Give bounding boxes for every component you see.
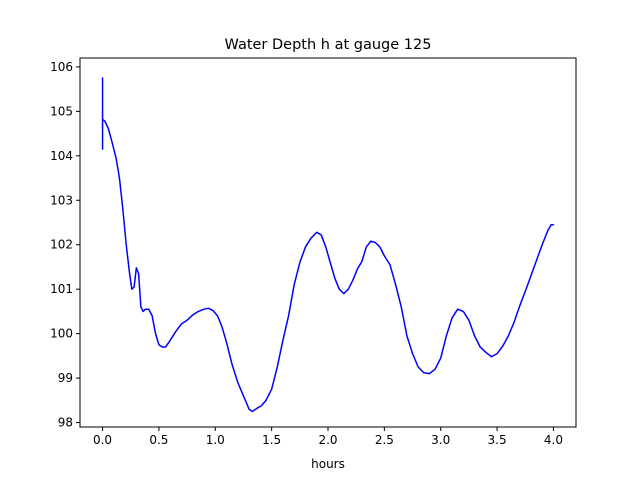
x-tick-label: 4.0 (544, 433, 563, 447)
x-tick-label: 1.0 (206, 433, 225, 447)
x-tick-label: 0.5 (149, 433, 168, 447)
x-axis-label: hours (311, 457, 345, 471)
y-tick-label: 104 (50, 149, 73, 163)
plot-area (80, 58, 576, 427)
axes-layer: 0.0 0.5 1.0 1.5 2.0 2.5 3.0 3.5 4.0 98 99 100 101 102… (50, 57, 577, 447)
x-tick-label: 2.0 (318, 433, 337, 447)
y-tick-label: 103 (50, 193, 73, 207)
series-line-0 (101, 77, 555, 413)
y-tick-label: 105 (50, 104, 73, 118)
y-tick-label: 98 (58, 416, 73, 430)
series-layer (101, 77, 555, 413)
y-tick-label: 101 (50, 282, 73, 296)
chart-title: Water Depth h at gauge 125 (225, 37, 432, 53)
x-tick-label: 0.0 (93, 433, 112, 447)
x-tick-label: 3.5 (488, 433, 507, 447)
y-tick-label: 100 (50, 327, 73, 341)
x-tick-label: 2.5 (375, 433, 394, 447)
x-tick-label: 1.5 (262, 433, 281, 447)
x-tick-label: 3.0 (431, 433, 450, 447)
plot-background (80, 58, 576, 427)
y-tick-label: 106 (50, 60, 73, 74)
y-tick-label: 99 (58, 371, 73, 385)
y-tick-label: 102 (50, 238, 73, 252)
